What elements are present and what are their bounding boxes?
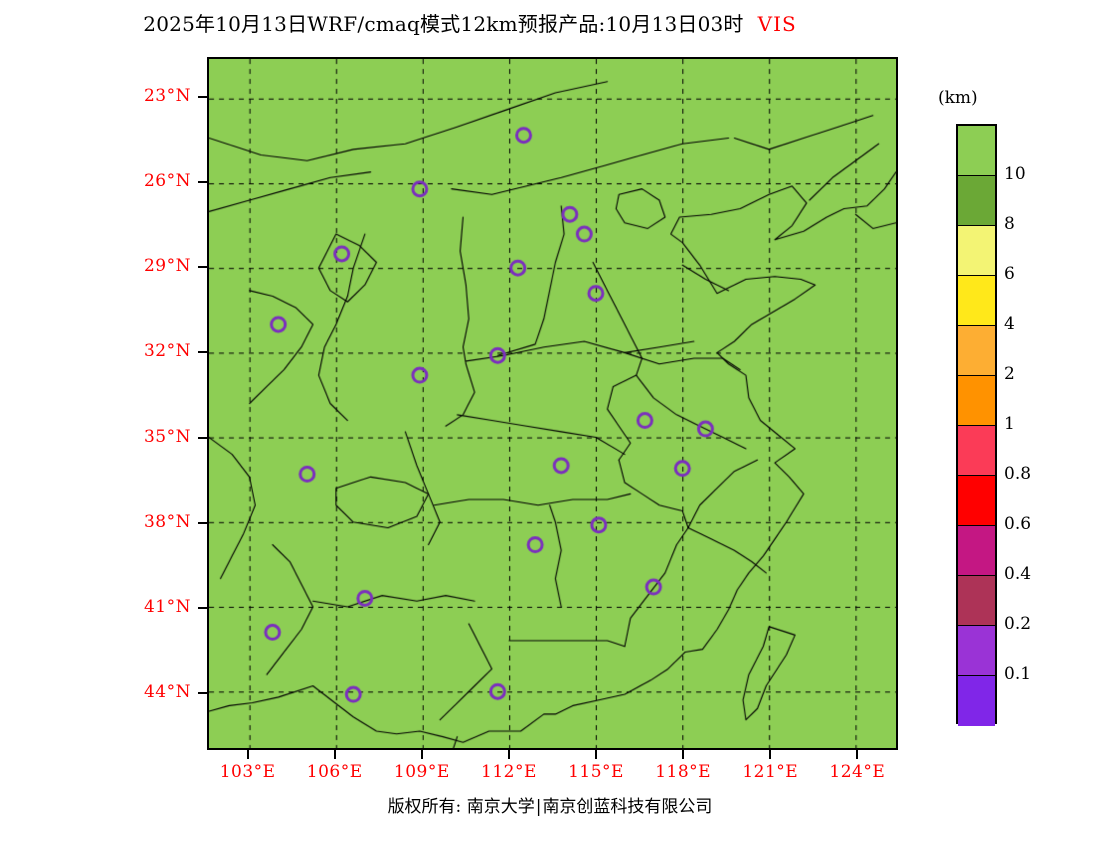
lon-tick	[420, 750, 423, 759]
lon-label-109°E: 109°E	[393, 762, 450, 782]
lon-label-115°E: 115°E	[568, 762, 624, 782]
lat-label-35°N: 35°N	[143, 426, 191, 447]
footer-separator: |	[535, 797, 542, 817]
colorbar-label-0.8: 0.8	[1004, 464, 1032, 484]
lat-label-29°N: 29°N	[143, 256, 191, 277]
lon-label-106°E: 106°E	[306, 762, 363, 782]
lon-tick	[769, 750, 772, 759]
colorbar-band-3[interactable]	[958, 276, 995, 326]
lon-label-103°E: 103°E	[219, 762, 276, 782]
lat-tick	[198, 436, 207, 439]
lon-tick	[682, 750, 685, 759]
colorbar-band-5[interactable]	[958, 376, 995, 426]
copyright-footer: 版权所有: 南京大学|南京创蓝科技有限公司	[0, 792, 1100, 817]
lat-tick	[198, 351, 207, 354]
colorbar-band-0[interactable]	[958, 126, 995, 176]
colorbar-label-0.2: 0.2	[1004, 614, 1032, 634]
lat-label-44°N: 44°N	[143, 682, 191, 703]
lon-label-121°E: 121°E	[742, 762, 799, 782]
lon-label-112°E: 112°E	[481, 762, 537, 782]
lon-tick	[507, 750, 510, 759]
colorbar-label-4: 4	[1004, 314, 1015, 334]
colorbar-band-10[interactable]	[958, 626, 995, 676]
colorbar-label-10: 10	[1004, 164, 1026, 184]
colorbar-label-6: 6	[1004, 264, 1015, 284]
colorbar[interactable]	[956, 124, 997, 726]
lon-tick	[595, 750, 598, 759]
lon-label-124°E: 124°E	[829, 762, 886, 782]
colorbar-band-8[interactable]	[958, 526, 995, 576]
lat-label-38°N: 38°N	[143, 511, 191, 532]
colorbar-band-9[interactable]	[958, 576, 995, 626]
company-text: 南京创蓝科技有限公司	[542, 797, 713, 817]
lon-tick	[856, 750, 859, 759]
lat-tick	[198, 606, 207, 609]
colorbar-label-1: 1	[1004, 414, 1015, 434]
colorbar-band-7[interactable]	[958, 476, 995, 526]
colorbar-band-2[interactable]	[958, 226, 995, 276]
colorbar-band-6[interactable]	[958, 426, 995, 476]
lat-tick	[198, 180, 207, 183]
lat-label-32°N: 32°N	[143, 341, 191, 362]
lat-label-41°N: 41°N	[143, 596, 191, 617]
lat-label-26°N: 26°N	[143, 170, 191, 191]
colorbar-band-4[interactable]	[958, 326, 995, 376]
map-plot-area[interactable]	[207, 57, 898, 750]
lat-tick	[198, 521, 207, 524]
colorbar-band-1[interactable]	[958, 176, 995, 226]
title-text: 2025年10月13日WRF/cmaq模式12km预报产品:10月13日03时	[143, 12, 744, 36]
colorbar-label-0.6: 0.6	[1004, 514, 1032, 534]
colorbar-label-8: 8	[1004, 214, 1015, 234]
lon-label-118°E: 118°E	[655, 762, 712, 782]
colorbar-label-2: 2	[1004, 364, 1015, 384]
lat-tick	[198, 95, 207, 98]
title-variable: VIS	[757, 12, 797, 36]
lon-tick	[333, 750, 336, 759]
lat-tick	[198, 266, 207, 269]
copyright-text: 版权所有: 南京大学	[387, 797, 535, 817]
lat-tick	[198, 692, 207, 695]
lon-tick	[246, 750, 249, 759]
page-title: 2025年10月13日WRF/cmaq模式12km预报产品:10月13日03时 V…	[0, 8, 940, 37]
colorbar-band-11[interactable]	[958, 676, 995, 726]
colorbar-label-0.1: 0.1	[1004, 664, 1032, 684]
lat-label-23°N: 23°N	[143, 85, 191, 106]
visibility-heatmap-canvas	[209, 59, 896, 748]
colorbar-label-0.4: 0.4	[1004, 564, 1032, 584]
colorbar-unit-label: (km)	[938, 88, 978, 108]
